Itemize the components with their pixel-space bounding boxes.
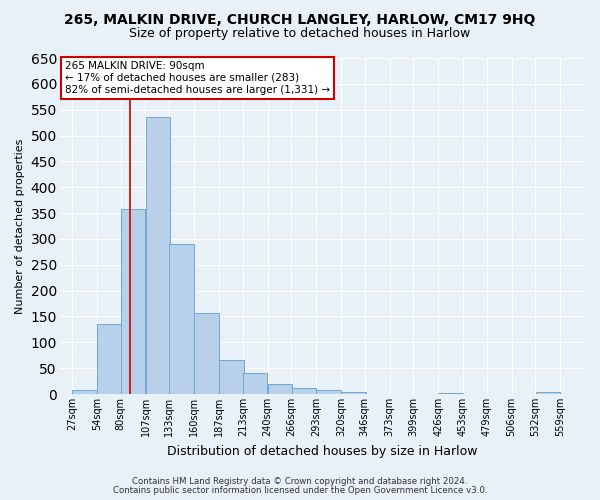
Bar	[439, 393, 463, 394]
Text: 265, MALKIN DRIVE, CHURCH LANGLEY, HARLOW, CM17 9HQ: 265, MALKIN DRIVE, CHURCH LANGLEY, HARLO…	[64, 12, 536, 26]
Text: Size of property relative to detached houses in Harlow: Size of property relative to detached ho…	[130, 28, 470, 40]
X-axis label: Distribution of detached houses by size in Harlow: Distribution of detached houses by size …	[167, 444, 478, 458]
Y-axis label: Number of detached properties: Number of detached properties	[15, 138, 25, 314]
Bar	[341, 392, 365, 394]
Bar	[72, 390, 97, 394]
Bar	[146, 118, 170, 394]
Bar	[536, 392, 560, 394]
Text: Contains public sector information licensed under the Open Government Licence v3: Contains public sector information licen…	[113, 486, 487, 495]
Bar	[292, 388, 316, 394]
Bar	[243, 374, 268, 394]
Bar	[268, 384, 292, 394]
Bar	[316, 390, 341, 394]
Bar	[169, 244, 194, 394]
Bar	[121, 210, 145, 394]
Bar	[219, 360, 244, 394]
Text: Contains HM Land Registry data © Crown copyright and database right 2024.: Contains HM Land Registry data © Crown c…	[132, 477, 468, 486]
Text: 265 MALKIN DRIVE: 90sqm
← 17% of detached houses are smaller (283)
82% of semi-d: 265 MALKIN DRIVE: 90sqm ← 17% of detache…	[65, 62, 330, 94]
Bar	[194, 313, 219, 394]
Bar	[97, 324, 122, 394]
